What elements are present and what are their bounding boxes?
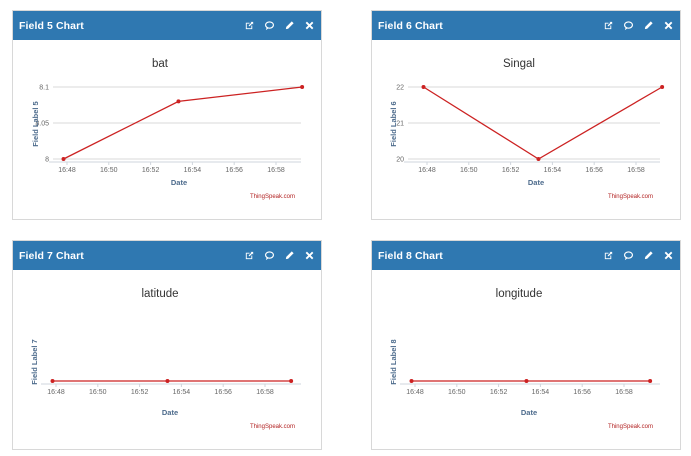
y-axis-title: Field Label 7 (30, 339, 39, 384)
line-chart: Singal 20 21 22 16:48 16:50 16:52 16:54 16:56 1… (389, 58, 665, 200)
x-tick-label: 16:56 (585, 167, 603, 174)
y-tick-label: 8.1 (39, 85, 49, 92)
close-icon[interactable] (662, 20, 674, 32)
thingspeak-credit[interactable]: ThingSpeak.com (250, 194, 295, 200)
x-tick-label: 16:50 (100, 167, 118, 174)
x-tick-label: 16:58 (627, 167, 645, 174)
data-point[interactable] (421, 85, 426, 89)
panel-title: Field 6 Chart (378, 19, 443, 32)
panel-header: Field 7 Chart (13, 241, 321, 270)
x-tick-label: 16:48 (47, 389, 65, 396)
external-link-icon[interactable] (602, 250, 614, 262)
data-point[interactable] (289, 379, 294, 383)
line-chart: longitude 16:48 16:50 16:52 16:54 16:56 16:58… (389, 288, 660, 430)
close-icon[interactable] (303, 20, 315, 32)
data-point[interactable] (61, 157, 66, 161)
external-link-icon[interactable] (602, 20, 614, 32)
x-tick-label: 16:50 (460, 167, 478, 174)
y-tick-label: 8 (45, 157, 49, 164)
data-point[interactable] (165, 379, 170, 383)
x-tick-label: 16:58 (615, 389, 633, 396)
pencil-icon[interactable] (642, 20, 654, 32)
x-tick-label: 16:54 (544, 167, 562, 174)
x-tick-label: 16:56 (573, 389, 591, 396)
pencil-icon[interactable] (642, 250, 654, 262)
pencil-icon[interactable] (283, 20, 295, 32)
chart-area: Singal 20 21 22 16:48 16:50 16:52 16:54 16:56 1… (372, 40, 680, 215)
data-point[interactable] (176, 99, 181, 104)
x-tick-label: 16:52 (142, 167, 160, 174)
thingspeak-credit[interactable]: ThingSpeak.com (608, 194, 653, 200)
data-point[interactable] (536, 157, 541, 161)
chart-title: bat (152, 58, 169, 70)
x-tick-label: 16:54 (173, 389, 191, 396)
x-tick-label: 16:52 (502, 167, 520, 174)
data-point[interactable] (660, 85, 665, 89)
field-6-chart-panel: Field 6 Chart Singal 20 21 22 16:48 16:50 16… (371, 10, 681, 220)
x-tick-label: 16:50 (89, 389, 107, 396)
x-axis-title: Date (171, 178, 187, 187)
pencil-icon[interactable] (283, 250, 295, 262)
x-tick-label: 16:58 (267, 167, 285, 174)
panel-tools (602, 20, 674, 32)
external-link-icon[interactable] (243, 250, 255, 262)
panel-tools (243, 20, 315, 32)
chart-title: longitude (496, 288, 543, 300)
data-point[interactable] (524, 379, 529, 383)
comment-icon[interactable] (622, 250, 634, 262)
x-tick-label: 16:48 (406, 389, 424, 396)
x-tick-label: 16:52 (490, 389, 508, 396)
x-tick-label: 16:54 (184, 167, 202, 174)
line-chart: latitude 16:48 16:50 16:52 16:54 16:56 16:58 … (30, 288, 301, 430)
panel-title: Field 7 Chart (19, 249, 84, 262)
field-7-chart-panel: Field 7 Chart latitude 16:48 16:50 16:52 16… (12, 240, 322, 450)
close-icon[interactable] (303, 250, 315, 262)
x-tick-label: 16:48 (58, 167, 76, 174)
comment-icon[interactable] (263, 250, 275, 262)
panel-title: Field 8 Chart (378, 249, 443, 262)
comment-icon[interactable] (263, 20, 275, 32)
close-icon[interactable] (662, 250, 674, 262)
y-tick-label: 21 (396, 121, 404, 128)
line-chart: bat 8 8.05 8.1 16:48 16:50 16:52 16:54 16:56 16… (31, 58, 305, 200)
data-point[interactable] (409, 379, 414, 383)
x-tick-label: 16:48 (418, 167, 436, 174)
y-axis-title: Field Label 8 (389, 339, 398, 384)
y-tick-label: 20 (396, 157, 404, 164)
panel-title: Field 5 Chart (19, 19, 84, 32)
x-axis-title: Date (521, 408, 537, 417)
y-tick-label: 22 (396, 85, 404, 92)
x-tick-label: 16:52 (131, 389, 149, 396)
panel-tools (243, 250, 315, 262)
data-point[interactable] (300, 85, 305, 89)
field-8-chart-panel: Field 8 Chart longitude 16:48 16:50 16:52 1… (371, 240, 681, 450)
x-axis-title: Date (162, 408, 178, 417)
panel-header: Field 5 Chart (13, 11, 321, 40)
thingspeak-credit[interactable]: ThingSpeak.com (608, 424, 653, 430)
comment-icon[interactable] (622, 20, 634, 32)
y-axis-title: Field Label 6 (389, 101, 398, 146)
chart-area: latitude 16:48 16:50 16:52 16:54 16:56 16:58 … (13, 270, 321, 445)
x-tick-label: 16:56 (214, 389, 232, 396)
x-axis-title: Date (528, 178, 544, 187)
x-tick-label: 16:58 (256, 389, 274, 396)
y-tick-label: 8.05 (35, 121, 49, 128)
panel-header: Field 6 Chart (372, 11, 680, 40)
chart-title: Singal (503, 58, 535, 70)
panel-header: Field 8 Chart (372, 241, 680, 270)
thingspeak-credit[interactable]: ThingSpeak.com (250, 424, 295, 430)
panel-tools (602, 250, 674, 262)
chart-area: longitude 16:48 16:50 16:52 16:54 16:56 16:58… (372, 270, 680, 445)
chart-area: bat 8 8.05 8.1 16:48 16:50 16:52 16:54 16:56 16… (13, 40, 321, 215)
field-5-chart-panel: Field 5 Chart bat 8 8.05 8.1 16:48 16:50 16:… (12, 10, 322, 220)
external-link-icon[interactable] (243, 20, 255, 32)
data-point[interactable] (648, 379, 653, 383)
x-tick-label: 16:56 (225, 167, 243, 174)
y-axis-title: Field Label 5 (31, 101, 40, 146)
x-tick-label: 16:54 (532, 389, 550, 396)
data-point[interactable] (50, 379, 55, 383)
x-tick-label: 16:50 (448, 389, 466, 396)
chart-title: latitude (141, 288, 178, 300)
